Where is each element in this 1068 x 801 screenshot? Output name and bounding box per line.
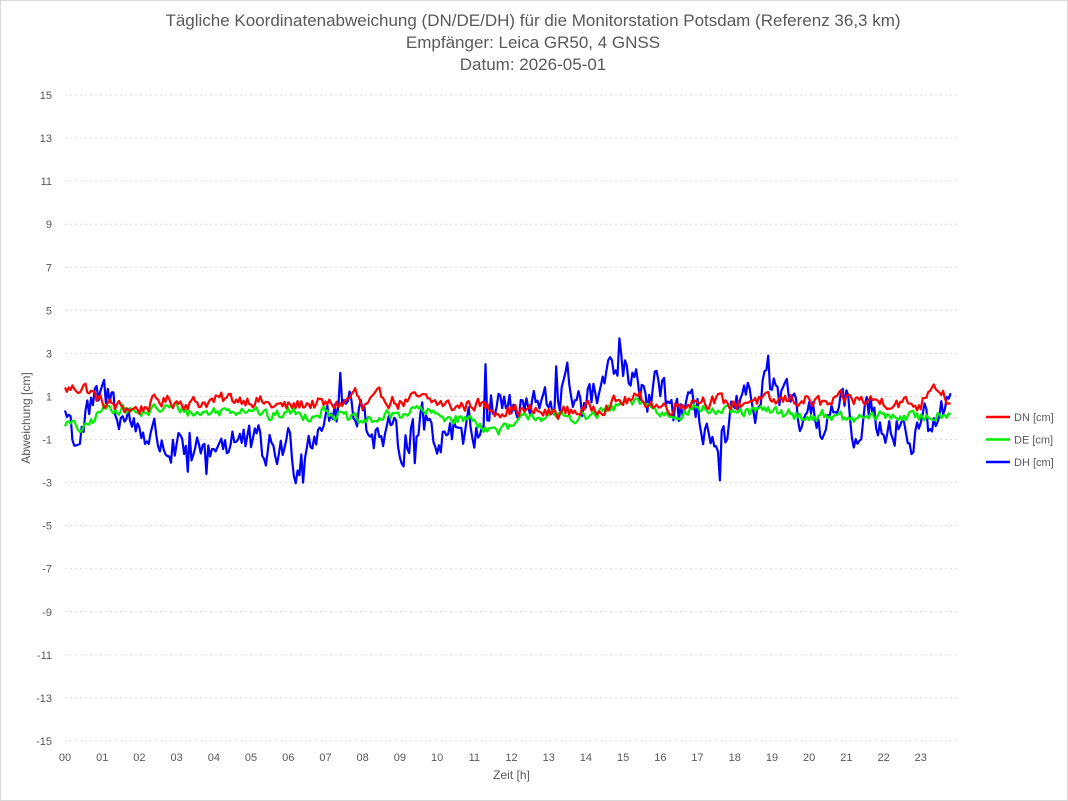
x-tick-label: 16 bbox=[654, 752, 666, 764]
y-tick-label: 7 bbox=[46, 262, 52, 274]
x-tick-label: 20 bbox=[803, 752, 815, 764]
legend-label: DE [cm] bbox=[1014, 435, 1053, 447]
y-axis-title: Abweichung [cm] bbox=[19, 372, 33, 463]
y-tick-label: 1 bbox=[46, 391, 52, 403]
x-tick-label: 09 bbox=[394, 752, 406, 764]
series-line bbox=[63, 397, 952, 436]
y-tick-label: -5 bbox=[42, 521, 52, 533]
x-axis-title: Zeit [h] bbox=[493, 768, 530, 782]
x-tick-labels: 00 01 02 03 04 05 06 07 08 09 10 11 12 13 14 15 16 17 18 19… bbox=[59, 752, 927, 764]
x-tick-label: 05 bbox=[245, 752, 257, 764]
x-tick-label: 18 bbox=[729, 752, 741, 764]
x-tick-label: 02 bbox=[133, 752, 145, 764]
x-tick-label: 03 bbox=[171, 752, 183, 764]
x-tick-label: 07 bbox=[319, 752, 331, 764]
x-tick-label: 17 bbox=[691, 752, 703, 764]
series-line bbox=[63, 382, 951, 420]
y-tick-label: 11 bbox=[41, 176, 52, 188]
y-tick-label: 5 bbox=[46, 305, 52, 317]
y-tick-label: -7 bbox=[42, 564, 52, 576]
x-tick-label: 14 bbox=[580, 752, 592, 764]
x-tick-label: 22 bbox=[877, 752, 889, 764]
series-layer bbox=[63, 337, 952, 485]
x-tick-label: 12 bbox=[505, 752, 517, 764]
x-tick-label: 04 bbox=[208, 752, 220, 764]
y-tick-label: -11 bbox=[37, 650, 52, 662]
gridlines bbox=[65, 94, 958, 742]
chart-subtitle: Empfänger: Leica GR50, 4 GNSS bbox=[405, 33, 661, 52]
x-tick-label: 23 bbox=[915, 752, 927, 764]
y-tick-label: -1 bbox=[42, 435, 52, 447]
x-tick-label: 06 bbox=[282, 752, 294, 764]
legend-label: DN [cm] bbox=[1014, 412, 1054, 424]
x-tick-label: 10 bbox=[431, 752, 443, 764]
chart-title: Tägliche Koordinatenabweichung (DN/DE/DH… bbox=[165, 11, 901, 30]
legend-label: DH [cm] bbox=[1014, 457, 1054, 469]
legend: DN [cm] DE [cm] DH [cm] bbox=[986, 412, 1054, 469]
y-tick-label: 9 bbox=[46, 219, 52, 231]
x-tick-label: 21 bbox=[840, 752, 852, 764]
chart-titles: Tägliche Koordinatenabweichung (DN/DE/DH… bbox=[0, 10, 1066, 76]
y-tick-labels: 15 13 11 9 7 5 3 1 -1 -3 -5 -7 -9 -11 -13 -15 bbox=[36, 90, 52, 748]
y-tick-label: 13 bbox=[40, 133, 52, 145]
y-tick-label: 15 bbox=[40, 90, 52, 102]
x-tick-label: 11 bbox=[469, 752, 480, 764]
x-tick-label: 13 bbox=[543, 752, 555, 764]
x-tick-label: 08 bbox=[357, 752, 369, 764]
y-tick-label: -9 bbox=[42, 607, 52, 619]
x-tick-label: 15 bbox=[617, 752, 629, 764]
y-tick-label: -3 bbox=[42, 478, 52, 490]
y-tick-label: 3 bbox=[46, 348, 52, 360]
series-line bbox=[63, 337, 952, 485]
x-tick-label: 19 bbox=[766, 752, 778, 764]
x-tick-label: 01 bbox=[96, 752, 108, 764]
y-tick-label: -13 bbox=[36, 693, 52, 705]
y-tick-label: -15 bbox=[36, 736, 52, 748]
chart-subtitle-date: Datum: 2026-05-01 bbox=[459, 55, 607, 74]
x-tick-label: 00 bbox=[59, 752, 71, 764]
